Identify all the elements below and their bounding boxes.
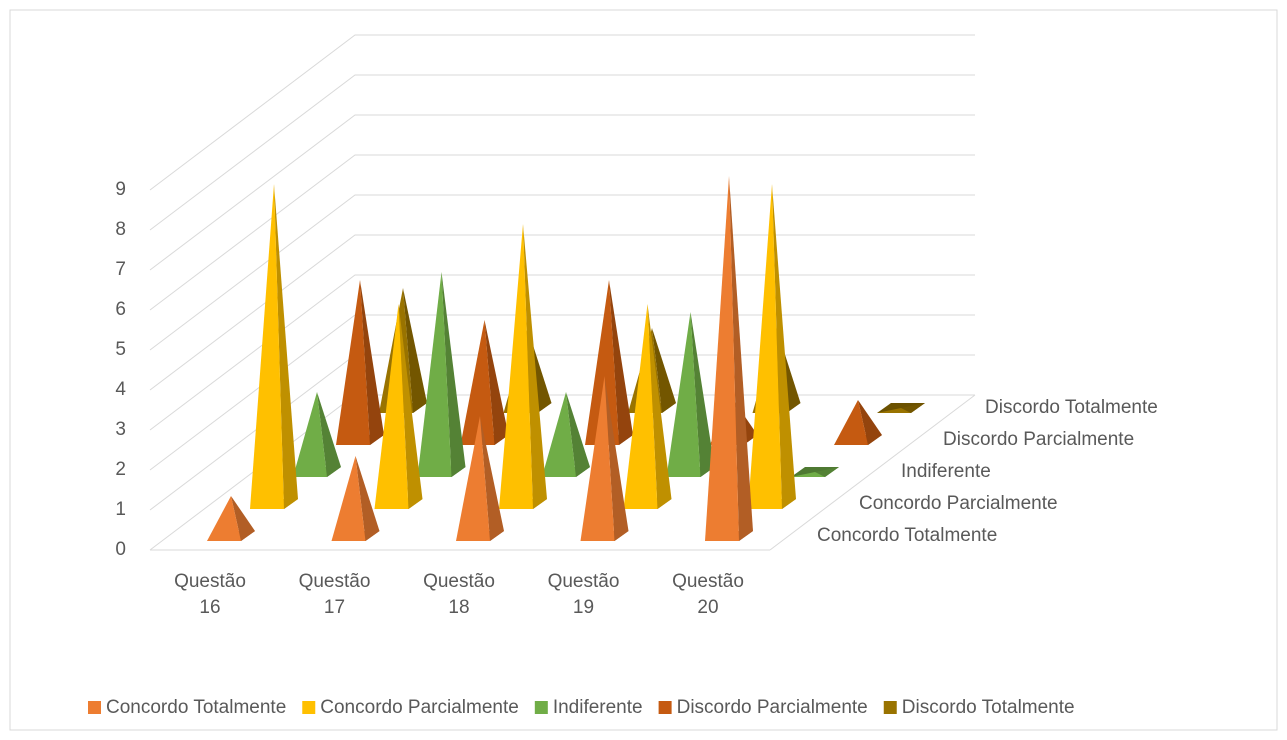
depth-label: Indiferente: [901, 461, 991, 482]
pyramid-front: [666, 312, 701, 477]
pyramid: [250, 184, 298, 509]
y-tick-label: 6: [115, 299, 126, 320]
pyramid-side: [403, 288, 427, 413]
pyramid-front: [331, 456, 366, 541]
legend-swatch: [658, 701, 672, 714]
pyramid-front: [374, 304, 409, 509]
legend-label: Concordo Totalmente: [106, 697, 286, 718]
pyramid-side: [858, 400, 882, 445]
pyramid-side: [355, 456, 380, 541]
x-tick-label: Questão 18: [423, 571, 495, 618]
pyramid: [456, 416, 504, 541]
pyramid-front: [499, 224, 533, 509]
pyramid-side: [274, 184, 298, 509]
depth-label: Concordo Totalmente: [817, 525, 997, 546]
pyramid-side: [317, 392, 341, 477]
pyramid-side: [484, 320, 509, 445]
pyramid-front: [460, 320, 495, 445]
x-tick-label: Questão 16: [174, 571, 246, 618]
pyramid-front: [623, 304, 658, 509]
pyramid: [666, 312, 715, 477]
pyramid-side: [523, 224, 547, 509]
pyramid-front: [705, 176, 739, 541]
grid-line: [149, 74, 975, 231]
y-tick-label: 4: [115, 379, 126, 400]
pyramid-front: [336, 280, 370, 445]
grid-line: [149, 194, 975, 351]
legend-label: Discordo Totalmente: [902, 697, 1075, 718]
legend-label: Indiferente: [553, 697, 643, 718]
pyramid: [331, 456, 380, 541]
pyramid-side: [647, 304, 672, 509]
grid-line: [149, 34, 975, 191]
pyramid: [791, 467, 839, 477]
pyramid-front: [834, 400, 868, 445]
pyramid-front: [791, 472, 825, 477]
depth-label: Concordo Parcialmente: [859, 493, 1058, 514]
pyramid: [460, 320, 509, 445]
pyramid-side: [604, 376, 629, 541]
pyramid: [499, 224, 547, 509]
legend-label: Discordo Parcialmente: [677, 697, 868, 718]
pyramid: [542, 392, 590, 477]
y-tick-label: 7: [115, 259, 126, 280]
legend-label: Concordo Parcialmente: [320, 697, 519, 718]
pyramid-front: [417, 272, 452, 477]
pyramid: [580, 376, 629, 541]
pyramid-side: [441, 272, 466, 477]
y-tick-label: 9: [115, 179, 126, 200]
x-tick-label: Questão 19: [548, 571, 620, 618]
legend-swatch: [883, 701, 897, 714]
y-tick-label: 1: [115, 499, 126, 520]
legend-swatch: [534, 701, 548, 714]
pyramid-side: [901, 403, 925, 413]
pyramid-front: [748, 184, 782, 509]
pyramid-side: [772, 184, 796, 509]
legend-swatch: [302, 701, 316, 714]
pyramid-side: [398, 304, 423, 509]
pyramid-side: [480, 416, 504, 541]
pyramid: [623, 304, 672, 509]
pyramid: [705, 176, 753, 541]
pyramid-side: [690, 312, 715, 477]
pyramid-front: [293, 392, 327, 477]
pyramid-side: [815, 467, 839, 477]
grid-line: [149, 154, 975, 311]
pyramid: [207, 496, 255, 541]
legend-swatch: [88, 701, 101, 714]
pyramid-side: [609, 280, 633, 445]
pyramid: [834, 400, 882, 445]
depth-label: Discordo Totalmente: [985, 397, 1158, 418]
pyramid-front: [456, 416, 490, 541]
y-tick-label: 2: [115, 459, 126, 480]
pyramid-front: [207, 496, 241, 541]
y-tick-label: 0: [115, 539, 126, 560]
pyramid-front: [250, 184, 284, 509]
y-tick-label: 5: [115, 339, 126, 360]
pyramid: [293, 392, 341, 477]
x-tick-label: Questão 20: [672, 571, 744, 618]
pyramid-side: [729, 176, 753, 541]
y-tick-label: 3: [115, 419, 126, 440]
y-tick-label: 8: [115, 219, 126, 240]
pyramid: [877, 403, 925, 413]
pyramid-side: [652, 328, 676, 413]
depth-label: Discordo Parcialmente: [943, 429, 1134, 450]
pyramid-side: [566, 392, 590, 477]
pyramid: [374, 304, 423, 509]
pyramid-front: [580, 376, 615, 541]
pyramid: [336, 280, 384, 445]
grid-line: [149, 114, 975, 271]
pyramid-front: [542, 392, 576, 477]
pyramid-front: [585, 280, 619, 445]
pyramid: [417, 272, 466, 477]
x-tick-label: Questão 17: [299, 571, 371, 618]
pyramid-front: [877, 408, 911, 413]
floor-edge: [769, 394, 976, 551]
pyramid-side: [360, 280, 384, 445]
pyramid-side: [231, 496, 255, 541]
pyramid: [748, 184, 796, 509]
